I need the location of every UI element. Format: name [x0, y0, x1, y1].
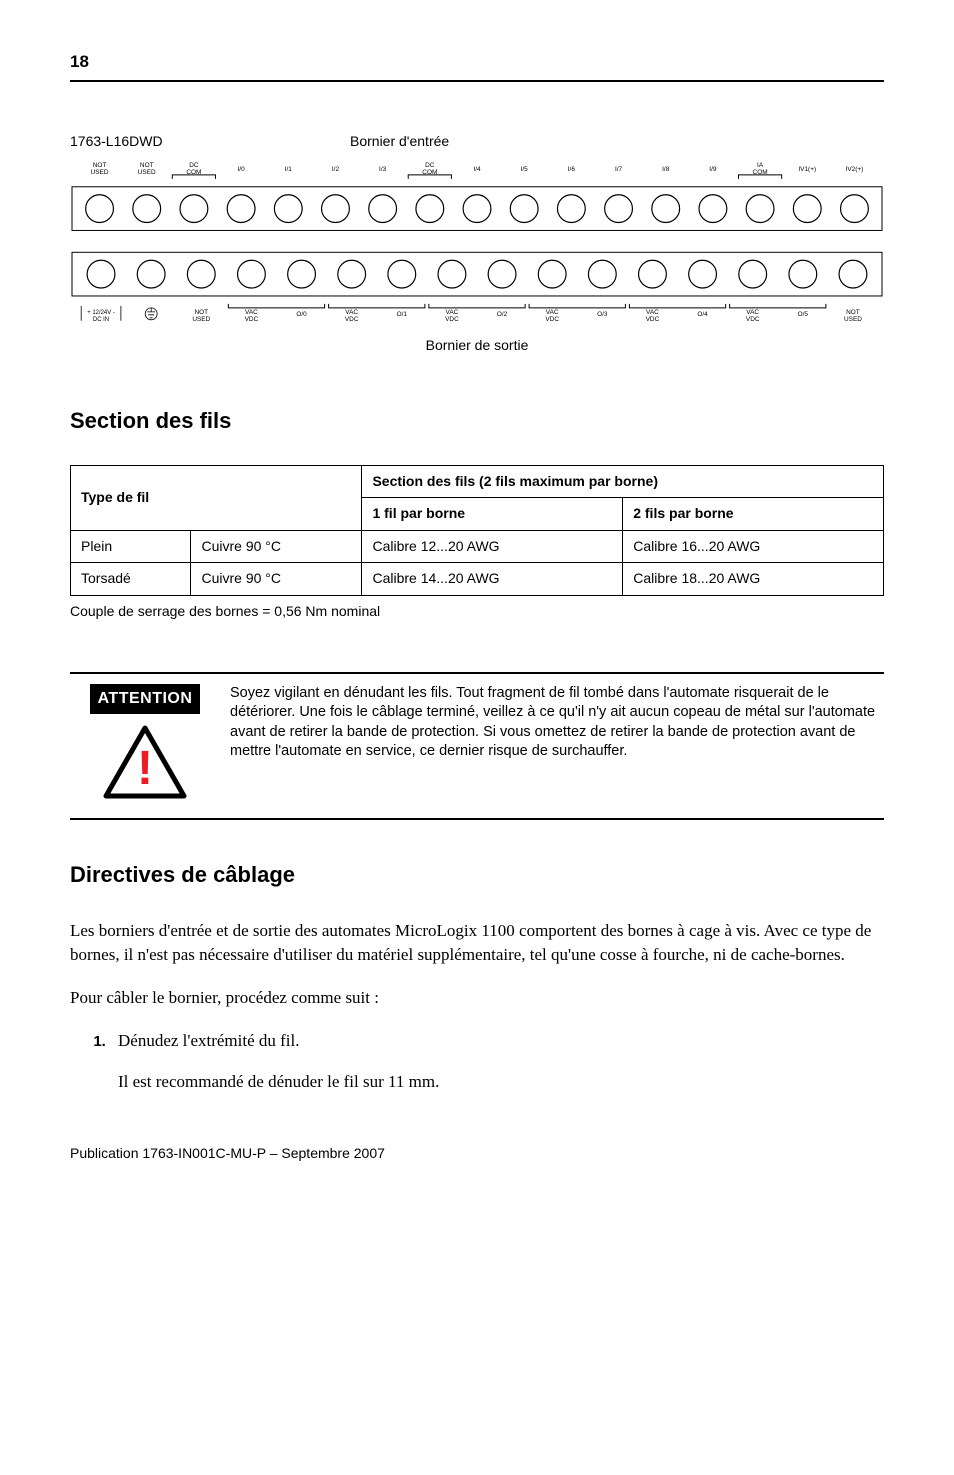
svg-text:DC IN: DC IN: [93, 317, 109, 323]
section-cablage-heading: Directives de câblage: [70, 860, 884, 891]
svg-text:VDC: VDC: [445, 316, 459, 323]
svg-text:I/3: I/3: [379, 166, 387, 173]
svg-text:+ 12/24V -: + 12/24V -: [87, 310, 115, 316]
svg-text:USED: USED: [91, 169, 109, 176]
svg-text:DC: DC: [425, 162, 435, 169]
cell: Cuivre 90 °C: [191, 530, 362, 563]
col-2fils-header: 2 fils par borne: [623, 498, 884, 531]
svg-text:O/5: O/5: [798, 311, 809, 318]
svg-text:I/2: I/2: [332, 166, 340, 173]
svg-text:VDC: VDC: [245, 316, 259, 323]
svg-text:VDC: VDC: [545, 316, 559, 323]
svg-text:USED: USED: [192, 316, 210, 323]
cell: Torsadé: [71, 563, 191, 596]
svg-text:O/2: O/2: [497, 311, 508, 318]
svg-text:USED: USED: [844, 316, 862, 323]
svg-text:I/0: I/0: [238, 166, 246, 173]
svg-text:NOT: NOT: [846, 309, 860, 316]
svg-text:NOT: NOT: [140, 162, 154, 169]
cell: Cuivre 90 °C: [191, 563, 362, 596]
cell: Calibre 18...20 AWG: [623, 563, 884, 596]
body-paragraph: Les borniers d'entrée et de sortie des a…: [70, 919, 884, 968]
svg-text:VDC: VDC: [345, 316, 359, 323]
section-fils-heading: Section des fils: [70, 406, 884, 437]
svg-text:COM: COM: [186, 169, 201, 176]
svg-text:IA: IA: [757, 162, 764, 169]
svg-text:IV1(+): IV1(+): [798, 166, 816, 173]
svg-text:I/4: I/4: [473, 166, 481, 173]
attention-block: ATTENTION ! Soyez vigilant en dénudant l…: [70, 672, 884, 820]
steps-list: Dénudez l'extrémité du fil.: [110, 1029, 884, 1053]
diagram-title-row: 1763-L16DWD Bornier d'entrée: [70, 132, 884, 152]
svg-text:NOT: NOT: [194, 309, 208, 316]
warning-triangle-icon: !: [100, 722, 190, 802]
cell: Calibre 14...20 AWG: [362, 563, 623, 596]
svg-text:VDC: VDC: [646, 316, 660, 323]
attention-label: ATTENTION: [90, 684, 201, 714]
col-section-header: Section des fils (2 fils maximum par bor…: [362, 465, 884, 498]
svg-text:VDC: VDC: [746, 316, 760, 323]
attention-left: ATTENTION !: [70, 684, 220, 808]
svg-text:O/0: O/0: [296, 311, 307, 318]
svg-text:I/1: I/1: [285, 166, 293, 173]
step-item: Dénudez l'extrémité du fil.: [110, 1029, 884, 1053]
svg-text:!: !: [137, 742, 153, 795]
svg-text:O/3: O/3: [597, 311, 608, 318]
terminal-diagram: NOTUSEDNOTUSEDDCCOMI/0I/1I/2I/3DCCOMI/4I…: [70, 157, 884, 326]
svg-text:VAC: VAC: [646, 309, 659, 316]
svg-text:COM: COM: [753, 169, 768, 176]
svg-text:IV2(+): IV2(+): [846, 166, 864, 173]
svg-text:I/7: I/7: [615, 166, 623, 173]
svg-text:VAC: VAC: [746, 309, 759, 316]
cell: Calibre 12...20 AWG: [362, 530, 623, 563]
step-subtext: Il est recommandé de dénuder le fil sur …: [118, 1070, 884, 1094]
cell: Calibre 16...20 AWG: [623, 530, 884, 563]
wire-table: Type de fil Section des fils (2 fils max…: [70, 465, 884, 596]
svg-text:O/1: O/1: [397, 311, 408, 318]
output-block-label: Bornier de sortie: [70, 336, 884, 356]
svg-text:VAC: VAC: [245, 309, 258, 316]
model-label: 1763-L16DWD: [70, 132, 350, 152]
col-1fil-header: 1 fil par borne: [362, 498, 623, 531]
svg-text:DC: DC: [189, 162, 199, 169]
svg-text:NOT: NOT: [93, 162, 107, 169]
table-footnote: Couple de serrage des bornes = 0,56 Nm n…: [70, 602, 884, 622]
svg-text:VAC: VAC: [546, 309, 559, 316]
svg-text:VAC: VAC: [446, 309, 459, 316]
svg-text:I/5: I/5: [521, 166, 529, 173]
svg-text:I/6: I/6: [568, 166, 576, 173]
attention-text: Soyez vigilant en dénudant les fils. Tou…: [220, 684, 884, 762]
svg-text:I/8: I/8: [662, 166, 670, 173]
cell: Plein: [71, 530, 191, 563]
col-type-header: Type de fil: [71, 465, 362, 530]
svg-text:O/4: O/4: [697, 311, 708, 318]
svg-text:COM: COM: [422, 169, 437, 176]
svg-text:I/9: I/9: [709, 166, 717, 173]
svg-text:VAC: VAC: [345, 309, 358, 316]
table-row: Torsadé Cuivre 90 °C Calibre 14...20 AWG…: [71, 563, 884, 596]
footer-publication: Publication 1763-IN001C-MU-P – Septembre…: [70, 1144, 884, 1164]
table-row: Plein Cuivre 90 °C Calibre 12...20 AWG C…: [71, 530, 884, 563]
svg-text:USED: USED: [138, 169, 156, 176]
body-paragraph: Pour câbler le bornier, procédez comme s…: [70, 986, 884, 1011]
page-number: 18: [70, 50, 884, 82]
input-block-label: Bornier d'entrée: [350, 132, 449, 152]
